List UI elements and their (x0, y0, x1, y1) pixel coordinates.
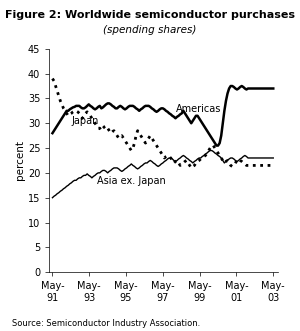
Text: Americas: Americas (176, 104, 221, 114)
Text: Asia ex. Japan: Asia ex. Japan (97, 176, 165, 186)
Text: (spending shares): (spending shares) (103, 25, 197, 35)
Text: Japan: Japan (71, 116, 99, 126)
Y-axis label: percent: percent (15, 140, 25, 180)
Text: Source: Semiconductor Industry Association.: Source: Semiconductor Industry Associati… (12, 319, 200, 328)
Text: Figure 2: Worldwide semiconductor purchases: Figure 2: Worldwide semiconductor purcha… (5, 10, 295, 20)
